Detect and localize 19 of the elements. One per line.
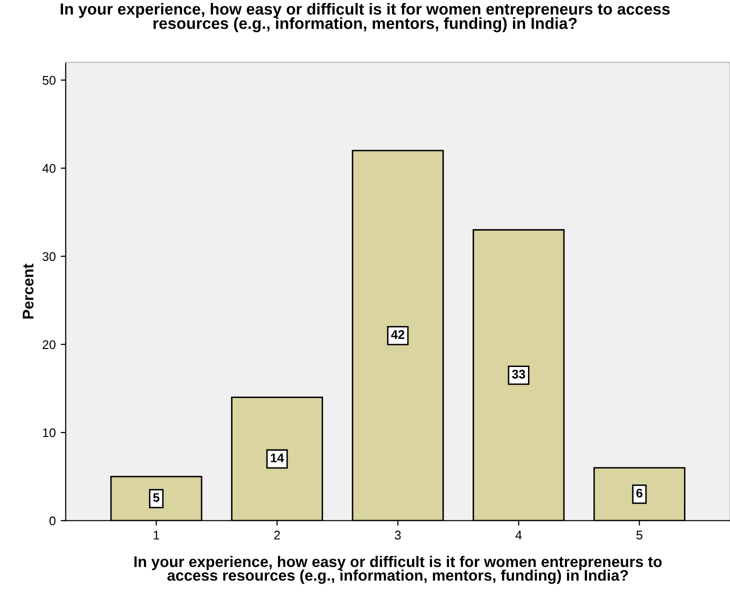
x-tick-label: 1 <box>154 530 160 540</box>
data-label: 33 <box>512 370 526 379</box>
y-tick-label: 50 <box>42 76 56 85</box>
x-tick-label: 3 <box>394 530 401 540</box>
y-tick-label: 30 <box>42 252 56 261</box>
data-label: 6 <box>636 488 642 498</box>
y-tick-label: 0 <box>50 516 56 526</box>
y-tick-label: 10 <box>43 428 56 438</box>
data-label: 42 <box>391 330 404 339</box>
data-label: 5 <box>153 493 160 502</box>
x-tick-label: 2 <box>274 530 280 540</box>
chart-title: In your experience, how easy or difficult is it for women entrepreneurs to access resources (e.g., information, mentors, funding) in India? <box>60 2 670 32</box>
data-label: 14 <box>270 454 284 462</box>
y-axis-title: Percent <box>22 264 34 319</box>
x-axis-title: In your experience, how easy or difficult is it for women entrepreneurs to access resources (e.g., information, mentors, funding) in India? <box>134 556 662 584</box>
x-tick-label: 4 <box>515 530 522 540</box>
x-tick-label: 5 <box>636 530 642 540</box>
y-tick-label: 40 <box>42 164 56 173</box>
y-tick-label: 20 <box>42 340 56 350</box>
